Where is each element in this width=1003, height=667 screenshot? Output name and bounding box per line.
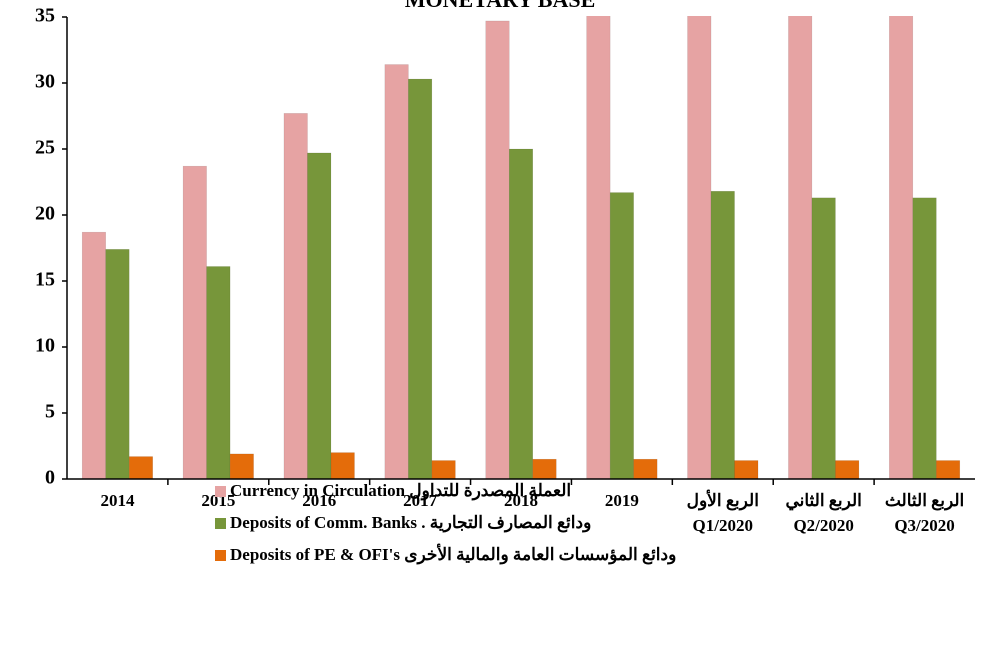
x-tick-label: الربع الثاني (785, 491, 861, 511)
bar (532, 458, 557, 480)
bar (687, 16, 712, 480)
x-tick-label: 2014 (100, 491, 135, 510)
y-tick-label: 0 (45, 467, 55, 489)
bar (283, 113, 308, 480)
bar (182, 165, 207, 480)
bar (633, 458, 658, 480)
legend-label: Currency in Circulation العملة المصدرة ل… (230, 481, 571, 501)
x-tick-label: الربع الثالث (885, 491, 964, 511)
bar (609, 192, 634, 480)
y-tick-label: 10 (35, 335, 55, 357)
bar (408, 78, 433, 480)
x-tick-label: 2017 (403, 491, 438, 510)
x-tick-label: Q2/2020 (793, 516, 853, 535)
legend-label: Deposits of Comm. Banks . ودائع المصارف … (230, 513, 591, 533)
x-tick-label: الربع الأول (687, 489, 759, 511)
bar (485, 20, 510, 480)
x-tick-label: Q3/2020 (894, 516, 954, 535)
x-tick-label: Q1/2020 (693, 516, 753, 535)
y-tick-label: 5 (45, 401, 55, 423)
bar (81, 231, 106, 480)
bar (586, 16, 611, 480)
bar (710, 190, 735, 480)
y-tick-label: 35 (35, 5, 55, 27)
bar (835, 460, 860, 480)
bar (936, 460, 961, 480)
x-tick-label: 2018 (504, 491, 538, 510)
x-tick-label: 2019 (605, 491, 639, 510)
bar (912, 197, 937, 480)
y-tick-label: 15 (35, 269, 55, 291)
legend-label: Deposits of PE & OFI's ودائع المؤسسات ال… (230, 543, 676, 565)
bar (384, 64, 409, 480)
bar (128, 456, 153, 480)
plot-area (81, 16, 961, 480)
bar (889, 16, 914, 480)
bar (105, 249, 130, 480)
legend-swatch (215, 486, 226, 497)
y-tick-label: 30 (35, 71, 55, 93)
bar (788, 16, 813, 480)
bar (734, 460, 759, 480)
bar (431, 460, 456, 480)
bar (229, 453, 254, 480)
bar (206, 266, 231, 480)
bar (330, 452, 355, 480)
bar (811, 197, 836, 480)
bar (307, 152, 332, 480)
legend-swatch (215, 518, 226, 529)
chart-title: MONETARY BASE (405, 0, 596, 12)
x-tick-label: 2015 (201, 491, 235, 510)
y-tick-label: 20 (35, 203, 55, 225)
x-tick-label: 2016 (302, 491, 336, 510)
bar (509, 148, 533, 480)
y-tick-label: 25 (35, 137, 55, 159)
legend-swatch (215, 550, 226, 561)
